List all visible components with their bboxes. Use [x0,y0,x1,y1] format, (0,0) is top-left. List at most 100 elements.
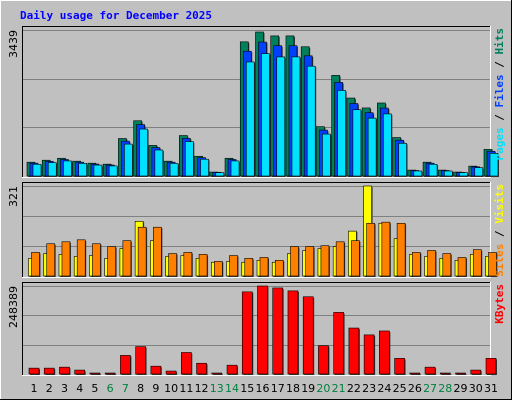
bar [320,245,330,277]
bar [274,259,284,277]
bar [291,56,301,177]
bar [63,160,72,177]
bar [183,252,193,277]
bar [244,258,254,277]
bar [169,163,179,177]
bar [457,257,467,277]
bar [379,330,390,375]
legend-entry: Hits [493,28,506,55]
x-tick-label: 12 [195,382,209,395]
bar [135,346,146,375]
bar [351,240,360,277]
bar [28,367,40,375]
bar [302,296,314,375]
bar [259,257,269,277]
x-tick-label: 26 [408,382,422,395]
bar-shadow [90,374,101,375]
x-tick-label: 13 [210,382,224,395]
bar [165,370,177,375]
bar [427,250,436,277]
bar [185,141,194,177]
x-tick-label: 20 [316,382,330,395]
bar [337,90,346,177]
bar [153,226,162,277]
bar [154,149,164,177]
bar [61,241,71,277]
x-tick-label: 25 [393,382,407,395]
x-tick-label: 24 [377,382,391,395]
legend: Sites / Visits [493,184,506,277]
bar [139,128,148,177]
bar [74,369,85,375]
bar [413,170,423,177]
x-tick-label: 16 [256,382,270,395]
bar [276,56,286,177]
x-tick-label: 28 [438,382,452,395]
bar [474,167,484,177]
bar [272,287,284,375]
x-tick-label: 14 [225,382,239,395]
bar [412,252,421,277]
bar [305,246,315,277]
bar [124,143,133,177]
x-tick-label: 1 [31,382,38,395]
bar [47,162,57,177]
x-tick-label: 10 [164,382,178,395]
panel [22,282,491,376]
x-tick-label: 11 [179,382,193,395]
bar [43,367,55,375]
x-tick-label: 2 [46,382,53,395]
x-tick-label: 19 [301,382,315,395]
bar [352,109,362,177]
bar [428,163,438,177]
bar [196,362,207,375]
bar [394,358,405,375]
bar [137,226,147,277]
bar [318,345,329,375]
bar [348,327,360,375]
legend-entry: Files [493,74,506,107]
legend-separator: / [493,224,506,244]
bar [439,372,451,375]
bar [122,240,132,277]
bar [383,113,392,177]
bar [367,117,377,177]
legend-separator: / [493,55,506,75]
bar [306,65,316,177]
bar [108,165,118,177]
x-tick-label: 7 [122,382,129,395]
bar [322,133,331,177]
x-tick-label: 21 [332,382,346,395]
bar [59,366,70,375]
x-tick-label: 27 [423,382,437,395]
bar [287,290,299,375]
chart-title: Daily usage for December 2025 [20,9,212,22]
bar [31,252,40,277]
bar [120,355,131,375]
legend-entry: KBytes [493,284,506,324]
bar [46,243,56,277]
bar [424,366,436,375]
legend-separator: / [493,108,506,128]
bar [381,221,391,277]
y-tick-label: 321 [7,186,20,207]
bar [32,163,42,177]
x-tick-label: 9 [152,382,159,395]
bar [442,253,452,277]
x-tick-label: 29 [454,382,468,395]
bar [290,246,299,277]
bar [107,246,116,277]
bar [261,53,270,177]
y-tick-label: 248389 [7,286,20,328]
x-tick-label: 15 [240,382,254,395]
bar [78,163,87,177]
bar [470,369,482,375]
legend: Pages / Files / Hits [493,28,506,161]
legend-entry: Pages [493,127,506,160]
x-tick-label: 4 [76,382,83,395]
bar [398,143,407,177]
bar [333,312,344,375]
bar [200,158,209,177]
bar [363,334,375,375]
